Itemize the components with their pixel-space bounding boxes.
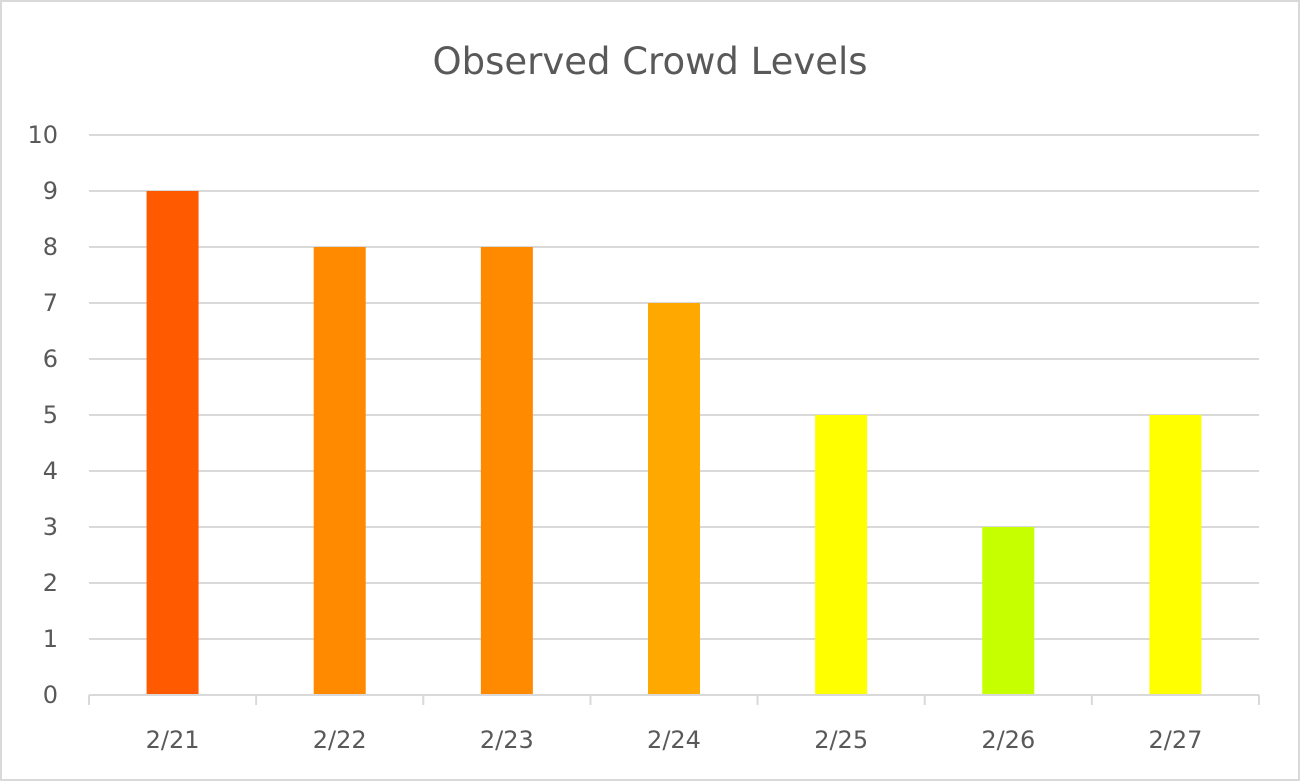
y-tick-label: 8: [43, 233, 58, 261]
bar: [146, 191, 199, 695]
y-tick-label: 3: [43, 513, 58, 541]
y-tick-label: 2: [43, 569, 58, 597]
y-tick-label: 6: [43, 345, 58, 373]
y-tick-label: 5: [43, 401, 58, 429]
x-tick-label: 2/24: [647, 726, 701, 754]
bar: [313, 247, 366, 695]
x-axis: [88, 694, 1260, 705]
y-tick-label: 1: [43, 625, 58, 653]
y-tick-label: 0: [43, 681, 58, 709]
bar: [1149, 415, 1202, 695]
bar: [815, 415, 868, 695]
bar: [648, 303, 700, 695]
x-tick-label: 2/23: [480, 726, 534, 754]
x-tick-label: 2/21: [146, 726, 200, 754]
y-tick-label: 10: [27, 121, 58, 149]
x-axis-ticks: 2/21 2/22 2/23 2/24 2/25 2/26 2/27: [146, 726, 1203, 754]
y-tick-label: 9: [43, 177, 58, 205]
x-tick-label: 2/27: [1148, 726, 1202, 754]
bar: [480, 247, 533, 695]
y-axis-ticks: 0 1 2 3 4 5 6 7 8 9 10: [27, 121, 58, 709]
x-tick-label: 2/25: [814, 726, 868, 754]
bar: [982, 527, 1035, 695]
chart-title: Observed Crowd Levels: [432, 40, 868, 83]
y-tick-label: 7: [43, 289, 58, 317]
bars: [146, 191, 1202, 695]
x-tick-label: 2/22: [313, 726, 367, 754]
x-tick-label: 2/26: [981, 726, 1035, 754]
y-tick-label: 4: [43, 457, 58, 485]
